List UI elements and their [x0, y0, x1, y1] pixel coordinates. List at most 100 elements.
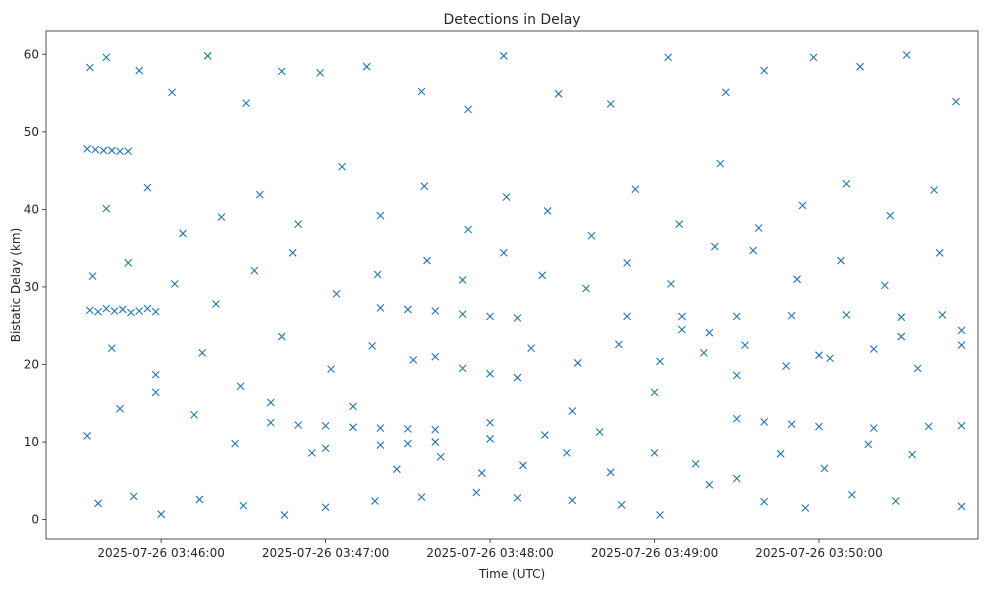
data-point: [760, 497, 769, 506]
data-point: [957, 326, 966, 335]
data-point: [793, 275, 801, 284]
x-tick-label: 2025-07-26 03:46:00: [97, 546, 224, 560]
data-point: [212, 300, 220, 308]
data-point: [321, 421, 330, 430]
data-point: [294, 220, 303, 229]
data-point: [809, 53, 818, 62]
data-point: [135, 307, 144, 315]
data-point: [623, 312, 632, 321]
data-point: [94, 499, 102, 508]
plot-area: [45, 30, 979, 540]
data-point: [732, 414, 741, 423]
data-point: [85, 63, 94, 72]
data-point: [678, 325, 686, 334]
data-point: [554, 89, 563, 98]
data-point: [190, 411, 198, 419]
data-point: [436, 452, 445, 461]
data-point: [236, 382, 245, 391]
data-point: [321, 444, 330, 453]
data-point: [650, 388, 659, 397]
data-point: [420, 182, 429, 191]
data-point: [760, 418, 769, 426]
data-point: [869, 345, 878, 353]
y-tick-label: 60: [24, 47, 39, 61]
data-point: [116, 404, 124, 413]
data-point: [732, 474, 741, 483]
y-tick-label: 40: [24, 202, 39, 216]
data-point: [376, 424, 385, 432]
data-point: [782, 362, 791, 370]
data-point: [623, 259, 632, 267]
data-point: [376, 303, 385, 312]
data-point: [617, 500, 626, 509]
data-points: [83, 51, 966, 519]
data-point: [886, 211, 895, 220]
data-point: [667, 279, 675, 288]
data-point: [110, 307, 119, 315]
data-point: [403, 305, 412, 314]
data-point: [543, 207, 552, 215]
data-point: [721, 88, 730, 97]
data-point: [116, 147, 124, 156]
data-point: [513, 373, 522, 382]
data-point: [280, 511, 289, 519]
data-point: [124, 147, 133, 156]
data-point: [842, 310, 851, 319]
data-point: [815, 422, 823, 431]
data-point: [631, 185, 640, 194]
data-point: [403, 439, 412, 448]
x-tick-label: 2025-07-26 03:49:00: [591, 546, 718, 560]
data-point: [464, 105, 473, 114]
data-point: [203, 51, 212, 60]
data-point: [582, 284, 590, 293]
data-point: [691, 459, 700, 468]
data-point: [157, 510, 166, 519]
data-point: [935, 248, 944, 257]
data-point: [787, 311, 796, 320]
data-point: [486, 369, 494, 378]
data-point: [869, 424, 878, 432]
data-point: [513, 494, 522, 502]
data-point: [431, 352, 440, 361]
data-point: [798, 201, 807, 210]
data-point: [486, 312, 494, 321]
data-point: [102, 204, 111, 213]
data-point: [486, 418, 494, 427]
data-point: [179, 229, 187, 238]
data-point: [699, 348, 708, 357]
data-point: [242, 99, 250, 108]
data-point: [403, 424, 412, 433]
x-tick-label: 2025-07-26 03:50:00: [755, 546, 882, 560]
data-point: [135, 66, 144, 75]
data-point: [277, 332, 286, 341]
data-point: [127, 308, 135, 317]
data-point: [499, 248, 508, 257]
data-point: [294, 421, 303, 429]
data-point: [250, 266, 259, 275]
data-point: [776, 449, 785, 458]
data-point: [288, 248, 297, 257]
data-point: [417, 87, 426, 96]
data-point: [85, 306, 94, 315]
data-point: [732, 312, 741, 321]
data-point: [568, 407, 577, 415]
data-point: [952, 97, 960, 106]
data-point: [349, 402, 357, 411]
data-point: [458, 364, 467, 373]
data-point: [938, 310, 947, 319]
data-point: [239, 501, 248, 510]
data-point: [957, 421, 966, 430]
data-point: [760, 66, 769, 75]
data-point: [842, 179, 851, 188]
data-point: [195, 495, 204, 504]
data-point: [349, 423, 357, 432]
y-tick-label: 0: [31, 513, 39, 527]
y-axis: 0 10 20 30 40 50 60: [24, 47, 46, 527]
data-point: [332, 290, 341, 298]
data-point: [897, 313, 906, 322]
data-point: [143, 304, 152, 313]
data-point: [587, 231, 596, 240]
x-axis-label: Time (UTC): [478, 567, 545, 581]
data-point: [856, 62, 865, 71]
data-point: [486, 435, 494, 443]
